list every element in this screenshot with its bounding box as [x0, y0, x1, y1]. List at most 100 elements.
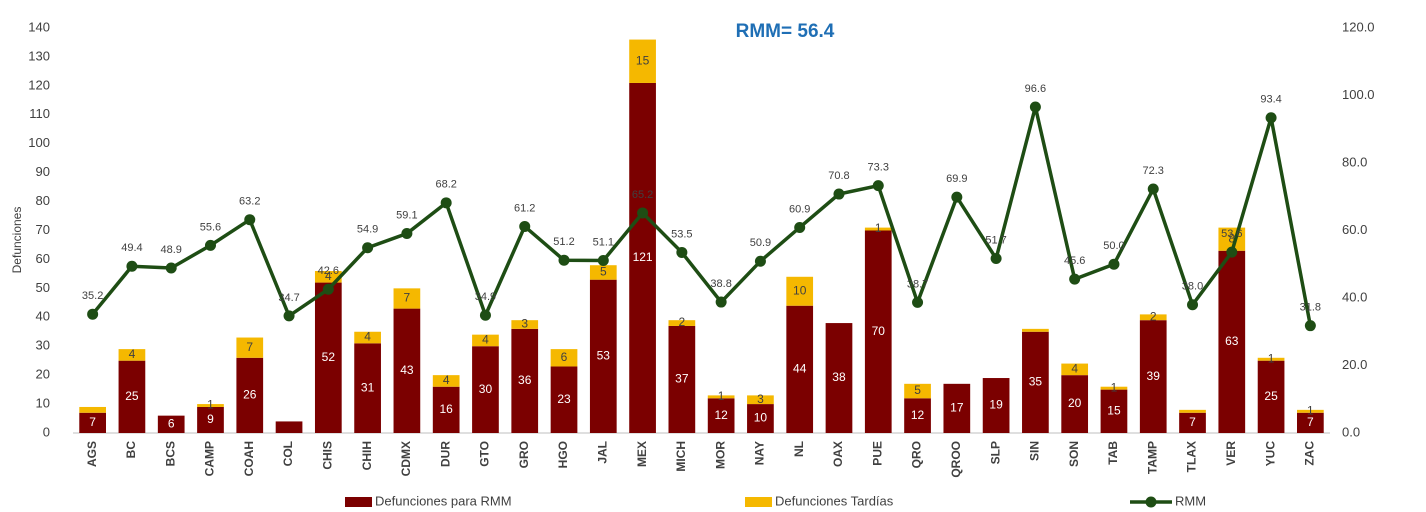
x-tick-label: CAMP	[203, 441, 217, 476]
line-point	[558, 254, 570, 266]
data-label: 1	[718, 389, 725, 403]
line-label: 38.0	[1182, 281, 1203, 293]
y-tick-label: 0	[43, 424, 50, 439]
data-label: 4	[325, 269, 332, 283]
x-tick-label: BC	[124, 441, 138, 459]
data-label: 3	[521, 317, 528, 331]
data-label: 9	[207, 412, 214, 426]
line-point	[912, 296, 924, 308]
data-label: 70	[872, 324, 886, 338]
y-tick-label: 90	[36, 164, 50, 179]
data-label: 20	[1068, 396, 1082, 410]
bar	[1061, 375, 1089, 433]
data-label: 26	[243, 388, 257, 402]
y-axis-label: Defunciones	[10, 207, 24, 274]
bar	[786, 305, 814, 433]
data-label: 7	[1189, 415, 1196, 429]
line-label: 42.6	[318, 265, 339, 277]
data-label: 10	[793, 283, 807, 297]
line-point	[165, 262, 177, 274]
data-label: 1	[1268, 351, 1275, 365]
y-tick-label: 80	[36, 193, 50, 208]
line-point	[204, 239, 216, 251]
data-label: 1	[875, 221, 882, 235]
data-label: 12	[714, 408, 728, 422]
line-point	[872, 180, 884, 192]
y-tick-label: 30	[36, 338, 50, 353]
x-tick-label: NAY	[753, 441, 767, 465]
line-point	[1187, 299, 1199, 311]
bar	[864, 227, 892, 231]
x-tick-label: QROO	[949, 441, 963, 478]
y-tick-label: 120	[28, 77, 50, 92]
data-label: 35	[1029, 375, 1043, 389]
line-point	[637, 207, 649, 219]
data-label: 15	[636, 53, 650, 67]
x-tick-label: MICH	[674, 441, 688, 472]
bar	[472, 334, 499, 347]
line-label: 60.9	[789, 203, 810, 215]
bar	[904, 383, 931, 399]
data-label: 12	[911, 408, 925, 422]
data-label: 25	[1264, 389, 1278, 403]
line-point	[87, 308, 99, 320]
x-tick-label: JAL	[595, 441, 609, 464]
bar	[275, 421, 303, 433]
line-point	[1265, 112, 1277, 124]
line-label: 61.2	[514, 202, 535, 214]
data-label: 16	[439, 402, 453, 416]
x-tick-label: GTO	[478, 441, 492, 467]
bar	[747, 395, 774, 405]
bar	[354, 343, 381, 433]
data-label: 38	[832, 370, 846, 384]
bar	[236, 357, 264, 433]
data-label: 44	[793, 362, 807, 376]
bar	[511, 328, 539, 433]
line-point	[1226, 246, 1238, 258]
line-label: 51.7	[985, 234, 1006, 246]
y-tick-label: 10	[36, 396, 50, 411]
line-label: 34.9	[475, 291, 496, 303]
data-label: 4	[443, 373, 450, 387]
bar	[79, 412, 106, 433]
x-tick-label: PUE	[870, 441, 884, 466]
data-label: 30	[479, 382, 493, 396]
bar	[589, 265, 617, 280]
line-point	[676, 246, 688, 258]
data-label: 17	[950, 401, 964, 415]
bar	[79, 406, 106, 413]
bar	[314, 282, 342, 433]
x-tick-label: MOR	[713, 441, 727, 469]
x-tick-label: AGS	[85, 441, 99, 467]
x-tick-label: COL	[281, 441, 295, 466]
line-label: 63.2	[239, 196, 260, 208]
line-point	[401, 228, 413, 240]
y2-tick-label: 60.0	[1342, 222, 1367, 237]
x-tick-label: GRO	[517, 441, 531, 468]
data-label: 53	[597, 349, 611, 363]
x-tick-label: SON	[1067, 441, 1081, 467]
data-label: 15	[1107, 403, 1121, 417]
line-label: 59.1	[396, 209, 417, 221]
data-label: 43	[400, 363, 414, 377]
y-tick-label: 40	[36, 309, 50, 324]
bar	[1297, 412, 1324, 433]
bar	[1297, 409, 1324, 413]
bar	[1100, 389, 1128, 433]
data-label: 36	[518, 373, 532, 387]
bar	[511, 320, 539, 329]
line-label: 54.9	[357, 224, 378, 236]
y2-tick-label: 0.0	[1342, 424, 1360, 439]
line-label: 96.6	[1025, 83, 1046, 95]
line-label: 38.8	[710, 278, 731, 290]
bar	[1100, 386, 1128, 390]
data-label: 10	[754, 411, 768, 425]
legend-swatch	[745, 497, 772, 507]
bar	[1179, 409, 1206, 413]
bar	[943, 383, 971, 433]
bar	[707, 398, 735, 433]
bar	[432, 386, 460, 433]
line-label: 45.6	[1064, 255, 1085, 267]
line-label: 65.2	[632, 189, 653, 201]
bar	[472, 346, 499, 433]
